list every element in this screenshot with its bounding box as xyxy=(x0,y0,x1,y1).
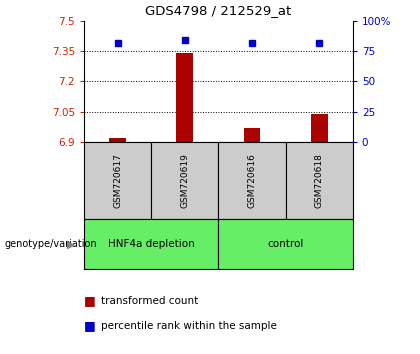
Text: ▶: ▶ xyxy=(67,239,76,249)
Text: percentile rank within the sample: percentile rank within the sample xyxy=(101,321,277,331)
Bar xyxy=(218,219,353,269)
Bar xyxy=(151,142,218,219)
Text: GSM720617: GSM720617 xyxy=(113,153,122,208)
Bar xyxy=(84,142,151,219)
Text: ■: ■ xyxy=(84,295,96,307)
Bar xyxy=(244,127,260,142)
Text: genotype/variation: genotype/variation xyxy=(4,239,97,249)
Text: HNF4a depletion: HNF4a depletion xyxy=(108,239,194,249)
Title: GDS4798 / 212529_at: GDS4798 / 212529_at xyxy=(145,4,291,17)
Bar xyxy=(176,53,193,142)
Text: GSM720619: GSM720619 xyxy=(180,153,189,208)
Bar xyxy=(286,142,353,219)
Bar xyxy=(218,142,286,219)
Text: control: control xyxy=(268,239,304,249)
Bar xyxy=(311,114,328,142)
Text: transformed count: transformed count xyxy=(101,296,198,306)
Text: GSM720618: GSM720618 xyxy=(315,153,324,208)
Text: ■: ■ xyxy=(84,319,96,332)
Bar xyxy=(109,138,126,142)
Text: GSM720616: GSM720616 xyxy=(247,153,257,208)
Bar xyxy=(84,219,218,269)
